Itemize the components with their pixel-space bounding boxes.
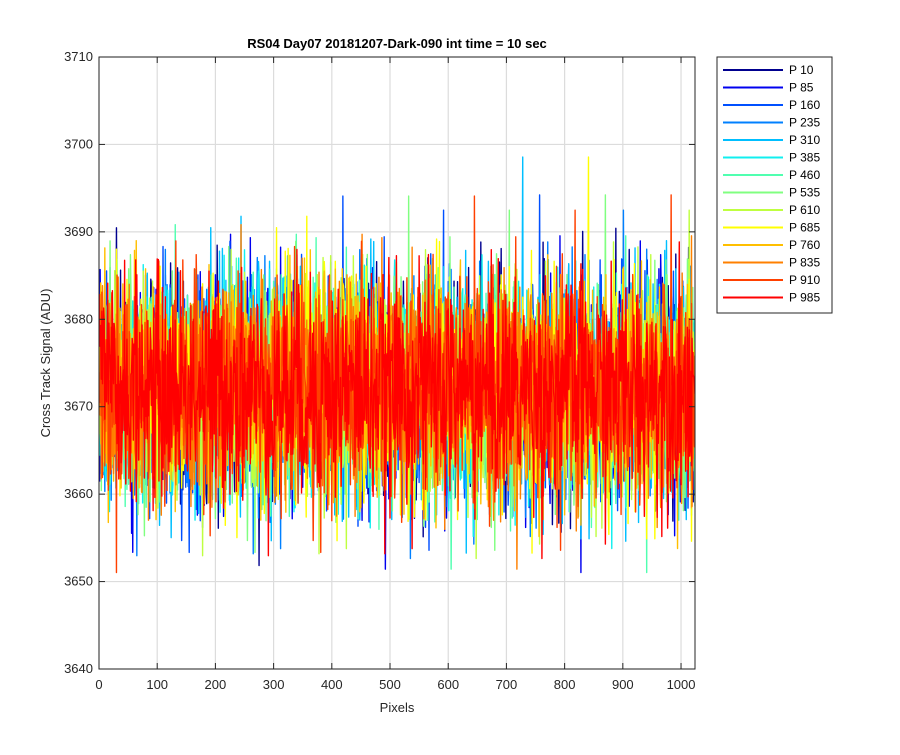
x-tick-label: 900 <box>612 677 634 692</box>
legend-entry: P 460 <box>789 168 820 182</box>
legend-entry: P 985 <box>789 291 820 305</box>
y-tick-label: 3690 <box>64 224 93 239</box>
y-tick-label: 3670 <box>64 399 93 414</box>
legend-entry: P 910 <box>789 273 820 287</box>
x-tick-label: 1000 <box>667 677 696 692</box>
x-tick-label: 200 <box>205 677 227 692</box>
legend-entry: P 10 <box>789 63 814 77</box>
x-tick-label: 400 <box>321 677 343 692</box>
x-tick-labels: 0 100 200 300 400 500 600 700 800 900 1000 <box>95 677 695 692</box>
y-tick-label: 3650 <box>64 574 93 589</box>
legend-entry: P 235 <box>789 116 820 130</box>
legend-entry: P 610 <box>789 203 820 217</box>
chart-title: RS04 Day07 20181207-Dark-090 int time = … <box>247 36 547 51</box>
series-line-p-985 <box>99 241 695 560</box>
x-tick-label: 100 <box>146 677 168 692</box>
legend-entry: P 310 <box>789 133 820 147</box>
x-tick-label: 700 <box>496 677 518 692</box>
legend-entry: P 760 <box>789 238 820 252</box>
legend-entry: P 385 <box>789 151 820 165</box>
y-tick-label: 3680 <box>64 311 93 326</box>
legend-entry: P 835 <box>789 256 820 270</box>
y-tick-label: 3700 <box>64 136 93 151</box>
y-tick-label: 3660 <box>64 486 93 501</box>
x-tick-label: 500 <box>379 677 401 692</box>
y-tick-labels: 3640 3650 3660 3670 3680 3690 3700 3710 <box>64 49 93 676</box>
series-group <box>99 156 695 574</box>
y-tick-label: 3640 <box>64 661 93 676</box>
legend-entry: P 85 <box>789 81 814 95</box>
x-tick-label: 0 <box>95 677 102 692</box>
legend-entry: P 685 <box>789 221 820 235</box>
y-axis-label: Cross Track Signal (ADU) <box>38 289 53 438</box>
legend-box <box>716 56 833 314</box>
axes-box <box>98 56 696 670</box>
x-tick-label: 600 <box>437 677 459 692</box>
x-tick-label: 800 <box>554 677 576 692</box>
ticks <box>98 56 695 670</box>
legend: P 10 P 85 P 160 P 235 P 310 P 385 P 460 P 535 P … <box>716 56 833 314</box>
legend-entry: P 160 <box>789 98 820 112</box>
x-axis-label: Pixels <box>380 700 415 715</box>
legend-entry: P 535 <box>789 186 820 200</box>
y-tick-label: 3710 <box>64 49 93 64</box>
x-tick-label: 300 <box>263 677 285 692</box>
